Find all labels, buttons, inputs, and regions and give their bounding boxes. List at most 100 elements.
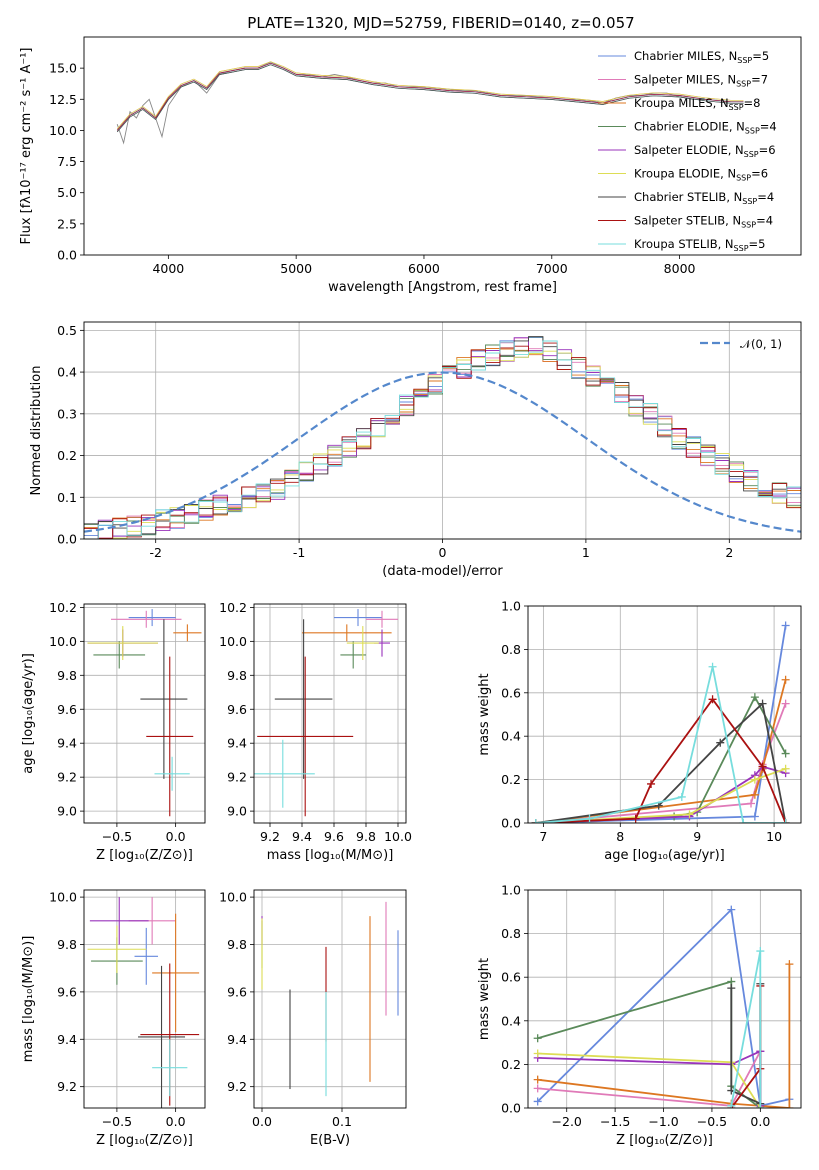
data-point <box>756 1104 765 1108</box>
legend-name: Chabrier MILES, N <box>634 49 737 63</box>
data-point <box>781 699 790 708</box>
y-tick-label: 9.8 <box>227 937 247 952</box>
legend-name: Kroupa STELIB, N <box>634 237 734 251</box>
y-tick-label: 0.1 <box>57 490 77 505</box>
x-tick-label: −1.5 <box>600 1114 630 1129</box>
data-point <box>747 799 756 808</box>
y-tick-label: 0.0 <box>501 1101 521 1116</box>
x-tick-label: -2 <box>149 545 161 560</box>
legend-count: =8 <box>744 96 761 110</box>
legend-name: Kroupa MILES, N <box>634 96 729 110</box>
panel-age_vs_mass: 9.2 9.4 9.6 9.8 10.0 9.0 9.2 9.4 9.6 9.8 10.0 10.2 m… <box>219 600 412 863</box>
x-tick-label: 5000 <box>280 261 312 276</box>
y-tick-label: 9.0 <box>57 804 77 819</box>
legend-entry: Kroupa ELODIE, NSSP=6 <box>634 167 768 183</box>
y-axis-label: mass weight <box>477 673 492 755</box>
plot-area <box>87 897 200 1108</box>
data-point <box>781 749 790 758</box>
plot-area <box>261 901 399 1097</box>
y-tick-label: 12.5 <box>49 92 77 107</box>
y-tick-label: 9.6 <box>57 702 77 717</box>
data-point <box>739 819 748 823</box>
x-tick-label: 9.4 <box>292 829 312 844</box>
x-tick-label: -1 <box>293 545 305 560</box>
y-tick-label: 10.0 <box>219 890 247 905</box>
y-tick-label: 0.4 <box>501 729 521 744</box>
x-tick-label: 0 <box>439 545 447 560</box>
plot-area <box>533 905 794 1108</box>
y-tick-label: 10.2 <box>219 600 247 615</box>
x-axis-label: wavelength [Angstrom, rest frame] <box>328 280 557 295</box>
y-tick-label: 0.6 <box>501 970 521 985</box>
x-tick-label: 9.8 <box>356 829 376 844</box>
panel-age_vs_Z: −0.5 0.0 9.0 9.2 9.4 9.6 9.8 10.0 10.2 Z [log₁₀(Z… <box>21 600 206 863</box>
axes-frame <box>83 36 802 256</box>
x-axis-label: Z [log₁₀(Z/Z⊙)] <box>96 848 193 863</box>
y-tick-label: 10.2 <box>49 600 77 615</box>
y-tick-label: 1.0 <box>501 599 521 614</box>
axes-frame <box>83 321 802 540</box>
legend-sub: SSP <box>736 80 751 89</box>
legend-sub: SSP <box>737 56 752 65</box>
y-tick-label: 0.2 <box>501 772 521 787</box>
x-tick-label: 0.0 <box>750 1114 770 1129</box>
y-tick-label: 0.5 <box>57 323 77 338</box>
data-point <box>533 1084 542 1093</box>
legend-sub: SSP <box>741 221 756 230</box>
data-point <box>631 814 640 823</box>
axes-frame <box>527 889 802 1109</box>
x-tick-label: 9.2 <box>260 829 280 844</box>
legend-entry: Chabrier STELIB, NSSP=4 <box>634 190 774 206</box>
y-tick-label: 9.4 <box>57 1032 77 1047</box>
legend-sub: SSP <box>742 197 757 206</box>
plot-area <box>254 609 398 817</box>
data-point <box>727 905 736 914</box>
data-point <box>533 1034 542 1043</box>
legend-entry: 𝒩(0, 1) <box>740 337 782 351</box>
plot-area <box>87 609 202 817</box>
y-tick-label: 1.0 <box>501 883 521 898</box>
data-point <box>533 1049 542 1058</box>
figure-title: PLATE=1320, MJD=52759, FIBERID=0140, z=0… <box>247 14 634 32</box>
series-line <box>535 625 787 823</box>
panel-mass_vs_Z: −0.5 0.0 9.2 9.4 9.6 9.8 10.0 Z [log₁₀(Z/Z⊙)] ma… <box>21 889 206 1148</box>
data-point <box>750 775 759 784</box>
data-point <box>750 693 759 702</box>
legend-name: Salpeter ELODIE, N <box>634 143 744 157</box>
y-axis-label: Flux [fλ10⁻¹⁷ erg cm⁻² s⁻¹ A⁻¹] <box>19 48 34 245</box>
x-tick-label: 8000 <box>664 261 696 276</box>
data-point <box>758 699 767 708</box>
plot-area <box>531 621 790 823</box>
x-tick-label: 1 <box>582 545 590 560</box>
y-tick-label: 7.5 <box>57 154 77 169</box>
y-tick-label: 10.0 <box>219 634 247 649</box>
y-tick-label: 5.0 <box>57 185 77 200</box>
gaussian-curve <box>84 371 801 533</box>
x-tick-label: −0.5 <box>102 1114 132 1129</box>
data-point <box>756 947 765 956</box>
plot-area <box>84 336 801 539</box>
x-tick-label: −1.0 <box>648 1114 678 1129</box>
data-point <box>685 810 694 819</box>
axes-frame <box>253 889 407 1109</box>
series-line <box>537 980 761 1108</box>
y-tick-label: 10.0 <box>49 890 77 905</box>
x-tick-label: 7 <box>539 829 547 844</box>
series-line <box>535 697 787 823</box>
series-line <box>535 679 787 823</box>
data-point <box>677 792 686 801</box>
legend-entry: Chabrier ELODIE, NSSP=4 <box>634 120 777 136</box>
y-tick-label: 9.2 <box>227 1079 247 1094</box>
legend-count: =4 <box>756 214 773 228</box>
y-tick-label: 0.4 <box>501 1013 521 1028</box>
legend-sub: SSP <box>745 127 760 136</box>
legend-count: =4 <box>757 190 774 204</box>
y-tick-label: 0.0 <box>57 248 77 263</box>
y-tick-label: 0.3 <box>57 406 77 421</box>
legend-name: Chabrier STELIB, N <box>634 190 742 204</box>
x-tick-label: 4000 <box>152 261 184 276</box>
data-point <box>781 764 790 773</box>
y-tick-label: 9.8 <box>57 937 77 952</box>
axes-frame <box>253 603 407 824</box>
data-point <box>533 1097 542 1106</box>
